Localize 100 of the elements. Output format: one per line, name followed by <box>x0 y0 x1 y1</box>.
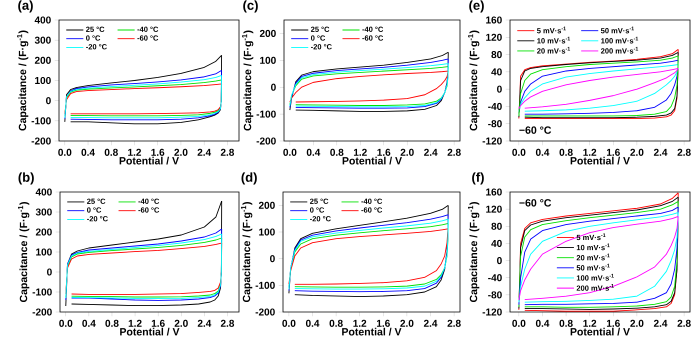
y-tick-label: 0 <box>270 255 275 262</box>
y-axis-title: Capacitance / (F·g$^{-1}$) <box>17 30 28 131</box>
x-tick-label: 2.8 <box>448 320 461 327</box>
y-tick-label: -80 <box>488 291 502 298</box>
y-tick-label: -200 <box>32 308 52 316</box>
x-tick-label: 1.6 <box>606 148 620 156</box>
y-tick-label: 80 <box>491 222 502 230</box>
chart-title: (a) <box>18 0 33 12</box>
x-tick-label: 2.4 <box>424 320 438 327</box>
x-axis-title: Potential / V <box>570 328 630 336</box>
x-tick-label: 1.2 <box>128 320 142 327</box>
y-tick-label: -40 <box>488 102 502 110</box>
y-axis-title: Capacitance / (F·g$^{-1}$) <box>242 30 254 131</box>
x-tick-label: 0.0 <box>512 320 526 327</box>
x-tick-label: 2.0 <box>630 320 644 327</box>
y-axis-title: Capacitance / (F·g$^{-1}$) <box>468 30 480 131</box>
x-axis-title: Potential / V <box>570 156 630 165</box>
y-tick-label: -40 <box>488 274 502 282</box>
x-tick-label: 0.0 <box>512 148 526 156</box>
x-tick-label: 2.8 <box>220 148 234 156</box>
y-tick-label: 0 <box>271 84 276 91</box>
chart-title: (d) <box>242 172 257 184</box>
chart-title: (c) <box>243 0 258 12</box>
x-tick-label: 0.4 <box>536 320 550 327</box>
y-tick-label: -100 <box>256 110 276 118</box>
x-tick-label: 0.8 <box>560 148 573 156</box>
x-tick-label: 2.8 <box>448 148 461 156</box>
x-tick-label: 2.0 <box>400 148 414 156</box>
x-tick-label: 2.4 <box>198 320 212 327</box>
x-tick-label: 2.4 <box>198 148 212 156</box>
chart-title: (f) <box>472 172 484 184</box>
y-tick-label: -120 <box>482 308 502 316</box>
x-tick-label: 2.8 <box>678 148 691 156</box>
x-tick-label: 1.2 <box>354 148 367 156</box>
chart-title: (b) <box>18 172 34 184</box>
x-tick-label: 0.0 <box>283 148 296 156</box>
x-tick-label: 1.2 <box>583 320 596 327</box>
x-tick-label: 1.6 <box>151 148 164 156</box>
chart-title: (e) <box>469 0 484 12</box>
x-tick-label: 1.2 <box>583 148 596 156</box>
x-tick-label: 0.4 <box>536 148 550 156</box>
y-tick-label: 0 <box>46 97 51 104</box>
y-tick-label: -200 <box>256 308 275 316</box>
x-tick-label: 0.8 <box>330 148 344 156</box>
y-tick-label: 200 <box>260 30 276 37</box>
y-axis-title: Capacitance / (F·g$^{-1}$) <box>468 202 480 302</box>
x-tick-label: 0.8 <box>105 320 119 327</box>
y-tick-label: 0 <box>497 257 502 264</box>
y-tick-label: -100 <box>32 288 52 296</box>
x-tick-label: 0.0 <box>59 320 72 327</box>
x-tick-label: 2.8 <box>220 320 234 327</box>
x-tick-label: 1.6 <box>606 320 620 327</box>
x-tick-label: 0.0 <box>58 148 72 156</box>
y-tick-label: 40 <box>491 240 502 247</box>
x-axis-title: Potential / V <box>342 328 402 336</box>
y-tick-label: 0 <box>47 268 52 276</box>
x-tick-label: 2.0 <box>174 148 188 156</box>
x-tick-label: 2.0 <box>174 320 188 327</box>
x-axis-title: Potential / V <box>120 328 180 336</box>
y-tick-label: 160 <box>486 188 502 196</box>
y-tick-label: 400 <box>36 188 52 196</box>
x-tick-label: 1.6 <box>376 320 390 327</box>
y-axis-title: Capacitance / (F·g$^{-1}$) <box>18 202 30 302</box>
x-tick-label: 0.8 <box>560 320 573 327</box>
x-tick-label: 2.8 <box>678 320 691 327</box>
x-tick-label: 0.4 <box>82 320 96 327</box>
annotation: −60 °C <box>519 199 552 207</box>
y-tick-label: 120 <box>486 34 502 41</box>
y-tick-label: 200 <box>36 228 52 236</box>
y-tick-label: 100 <box>36 248 52 256</box>
y-tick-label: 0 <box>497 86 502 93</box>
y-tick-label: 200 <box>258 202 275 209</box>
y-tick-label: 40 <box>491 68 502 76</box>
y-tick-label: 300 <box>36 208 52 216</box>
x-tick-label: 2.0 <box>630 148 644 156</box>
x-tick-label: 1.2 <box>353 320 366 327</box>
x-tick-label: 2.4 <box>424 148 438 156</box>
y-tick-label: 300 <box>34 36 51 44</box>
x-tick-label: 0.8 <box>104 148 118 156</box>
y-tick-label: 100 <box>35 76 51 84</box>
y-tick-label: -200 <box>256 137 276 145</box>
x-tick-label: 1.2 <box>128 148 142 156</box>
y-tick-label: 160 <box>486 16 502 24</box>
y-tick-label: -200 <box>32 137 51 145</box>
y-tick-label: 100 <box>260 56 276 64</box>
y-tick-label: 80 <box>491 51 502 58</box>
x-axis-title: Potential / V <box>342 156 402 165</box>
x-tick-label: 0.4 <box>306 148 320 156</box>
y-tick-label: -100 <box>32 117 51 124</box>
y-tick-label: 120 <box>486 206 502 213</box>
y-tick-label: -120 <box>482 137 502 145</box>
x-tick-label: 0.0 <box>282 320 296 327</box>
y-tick-label: 200 <box>34 56 51 64</box>
y-tick-label: 400 <box>34 16 51 24</box>
x-tick-label: 2.4 <box>654 148 668 156</box>
y-axis-title: Capacitance / (F·g$^{-1}$) <box>241 202 252 302</box>
x-tick-label: 2.0 <box>400 320 414 327</box>
x-axis-title: Potential / V <box>120 156 179 165</box>
y-tick-label: 100 <box>259 228 275 236</box>
x-tick-label: 2.4 <box>654 320 668 327</box>
